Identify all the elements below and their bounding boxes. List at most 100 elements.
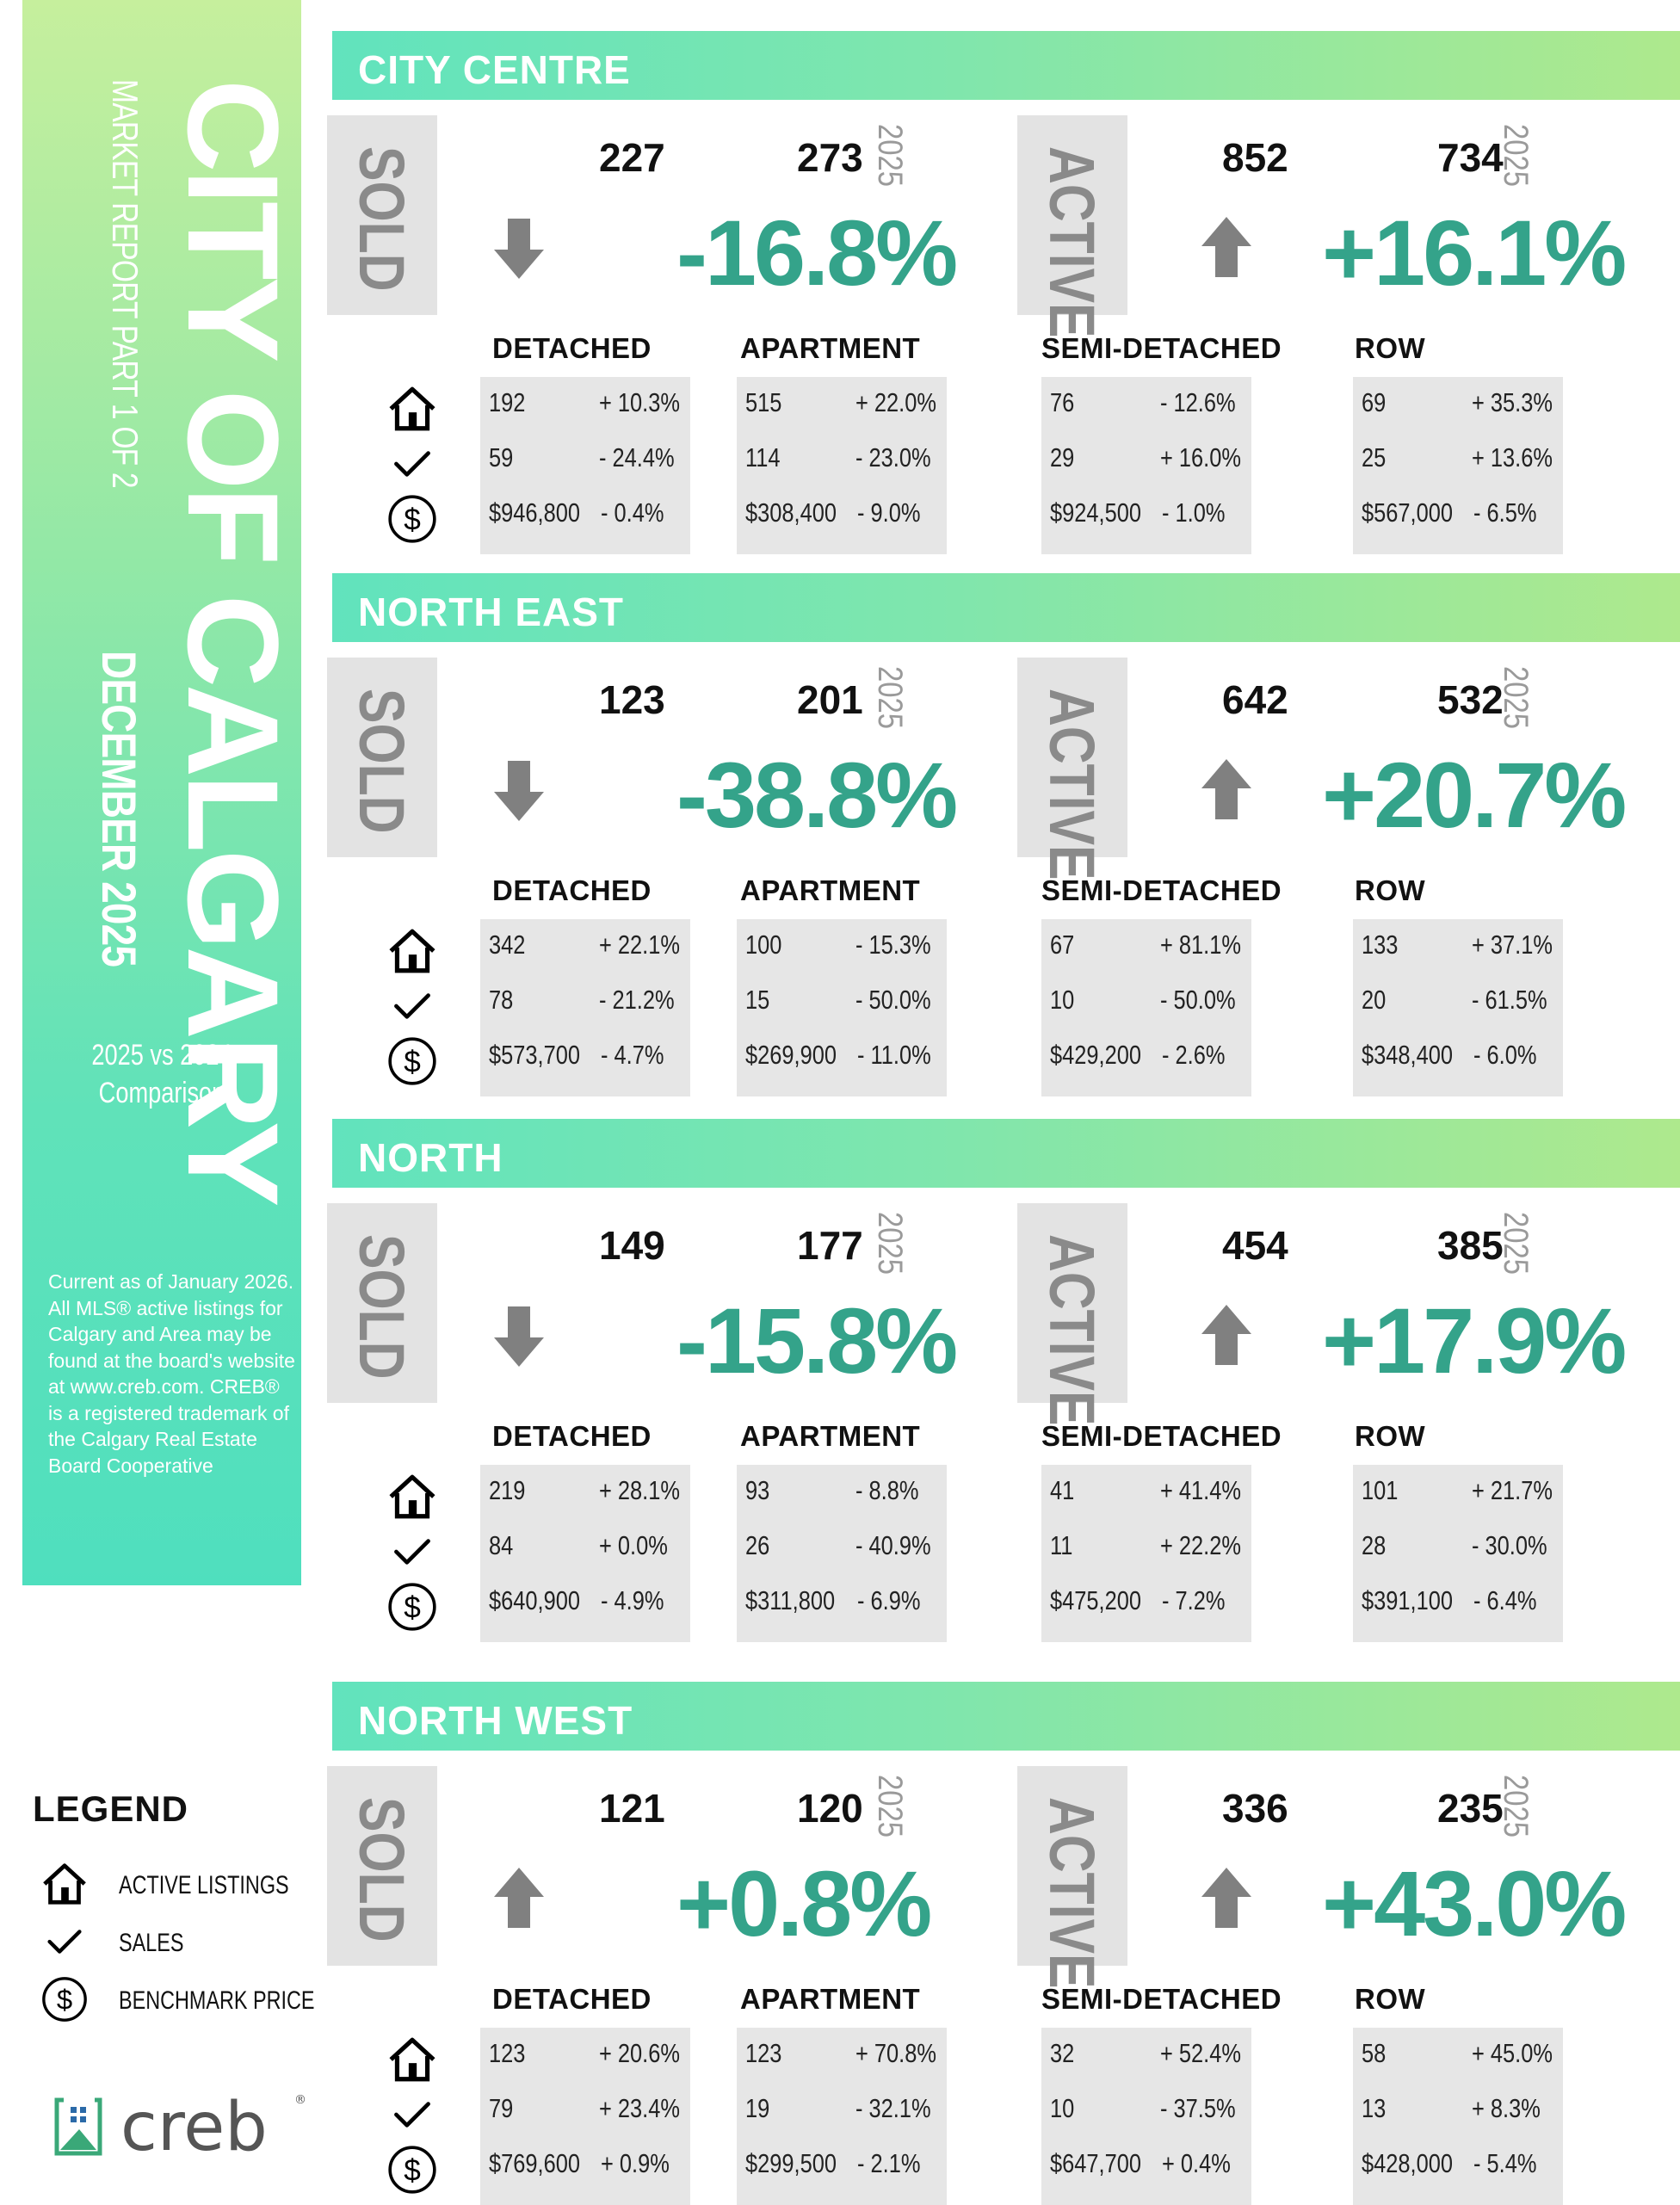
active-year-current: 2025 xyxy=(1497,124,1535,187)
benchmark-price-change: - 4.9% xyxy=(601,1585,664,1615)
checkmark-icon xyxy=(394,451,430,477)
active-count-2025: 454 xyxy=(1222,1223,1288,1268)
comparison-label: 2025 vs 2024 Comparison xyxy=(22,1036,301,1112)
active-label-box: ACTIVE xyxy=(1017,115,1127,338)
report-title: CITY OF CALGARY xyxy=(161,79,306,1204)
sales-value: 19 xyxy=(745,2093,770,2123)
benchmark-price-change: - 7.2% xyxy=(1162,1585,1226,1615)
sales-value: 10 xyxy=(1050,985,1075,1015)
benchmark-price-value: $769,600 xyxy=(489,2148,581,2178)
active-listings-change: - 8.8% xyxy=(855,1475,919,1505)
active-arrow-icon xyxy=(1201,759,1251,819)
benchmark-price-value: $475,200 xyxy=(1050,1585,1142,1615)
sales-change: + 13.6% xyxy=(1472,442,1553,472)
sold-change-percent: -16.8% xyxy=(676,201,958,305)
column-header-semi-detached: SEMI-DETACHED xyxy=(1041,874,1282,906)
sold-count-2024: 177 xyxy=(797,1223,863,1268)
benchmark-price-value: $308,400 xyxy=(745,497,837,528)
active-change-percent: +20.7% xyxy=(1322,743,1627,847)
checkmark-icon xyxy=(394,993,430,1019)
column-header-row: ROW xyxy=(1355,1983,1426,2015)
active-label: ACTIVE xyxy=(1036,689,1108,880)
active-count-2025: 336 xyxy=(1222,1786,1288,1831)
benchmark-price-value: $428,000 xyxy=(1362,2148,1454,2178)
benchmark-price-change: - 0.4% xyxy=(601,497,664,528)
benchmark-price-value: $299,500 xyxy=(745,2148,837,2178)
svg-text:$: $ xyxy=(404,503,421,536)
column-header-row: ROW xyxy=(1355,1420,1426,1452)
dollar-icon: $ xyxy=(388,495,436,543)
active-label: ACTIVE xyxy=(1036,146,1108,338)
active-listings-value: 93 xyxy=(745,1475,770,1505)
sold-year-current: 2025 xyxy=(871,666,909,729)
dollar-icon: $ xyxy=(42,1977,87,2022)
active-count-2025: 642 xyxy=(1222,677,1288,722)
sold-change-percent: +0.8% xyxy=(676,1851,932,1955)
sales-value: 25 xyxy=(1362,442,1387,472)
column-header-semi-detached: SEMI-DETACHED xyxy=(1041,1983,1282,2015)
active-listings-change: + 28.1% xyxy=(599,1475,680,1505)
active-listings-value: 69 xyxy=(1362,387,1387,417)
dollar-icon: $ xyxy=(388,1037,436,1085)
column-header-detached: DETACHED xyxy=(492,1983,652,2015)
benchmark-price-change: - 6.5% xyxy=(1473,497,1537,528)
sales-change: + 22.2% xyxy=(1160,1530,1241,1560)
active-label-box: ACTIVE xyxy=(1017,1766,1127,1989)
checkmark-icon xyxy=(394,2102,430,2128)
row-data-box: 133 + 37.1% 20 - 61.5% $348,400 - 6.0% xyxy=(1353,919,1563,1096)
sold-year-current: 2025 xyxy=(871,124,909,187)
active-listings-change: + 22.0% xyxy=(855,387,936,417)
sidebar: CITY OF CALGARY MARKET REPORT PART 1 OF … xyxy=(22,0,306,1585)
active-count-2024: 235 xyxy=(1437,1786,1504,1831)
benchmark-price-value: $567,000 xyxy=(1362,497,1454,528)
sales-change: + 23.4% xyxy=(599,2093,680,2123)
sales-change: + 8.3% xyxy=(1472,2093,1541,2123)
detached-data-box: 342 + 22.1% 78 - 21.2% $573,700 - 4.7% xyxy=(480,919,690,1096)
column-header-apartment: APARTMENT xyxy=(740,332,921,364)
legend: LEGEND ACTIVE LISTINGS SALES $ BENCHMARK… xyxy=(33,1788,317,2032)
sold-label: SOLD xyxy=(346,146,417,292)
semi-detached-data-box: 76 - 12.6% 29 + 16.0% $924,500 - 1.0% xyxy=(1041,377,1251,554)
sold-arrow-icon xyxy=(494,219,544,279)
active-listings-value: 123 xyxy=(745,2038,782,2068)
apartment-data-box: 100 - 15.3% 15 - 50.0% $269,900 - 11.0% xyxy=(737,919,947,1096)
benchmark-price-change: - 6.9% xyxy=(857,1585,921,1615)
creb-logo: creb ® xyxy=(54,2089,306,2166)
active-listings-change: - 12.6% xyxy=(1160,387,1236,417)
active-listings-change: + 52.4% xyxy=(1160,2038,1241,2068)
benchmark-price-change: + 0.4% xyxy=(1162,2148,1231,2178)
sold-count-2025: 149 xyxy=(599,1223,665,1268)
report-subtitle: MARKET REPORT PART 1 OF 2 xyxy=(105,79,145,488)
column-header-detached: DETACHED xyxy=(492,1420,652,1452)
column-header-semi-detached: SEMI-DETACHED xyxy=(1041,1420,1282,1452)
benchmark-price-change: - 11.0% xyxy=(857,1040,931,1070)
active-year-current: 2025 xyxy=(1497,1212,1535,1275)
benchmark-price-value: $946,800 xyxy=(489,497,581,528)
active-listings-change: + 10.3% xyxy=(599,387,680,417)
region-section-north-west: NORTH WEST SOLD 2025 121 2024 120 +0.8% … xyxy=(327,1651,1680,2205)
sales-value: 78 xyxy=(489,985,514,1015)
active-listings-value: 219 xyxy=(489,1475,526,1505)
benchmark-price-value: $269,900 xyxy=(745,1040,837,1070)
benchmark-price-change: + 0.9% xyxy=(601,2148,670,2178)
region-section-city-centre: CITY CENTRE SOLD 2025 227 2024 273 -16.8… xyxy=(327,0,1680,554)
sales-value: 28 xyxy=(1362,1530,1387,1560)
column-header-apartment: APARTMENT xyxy=(740,1983,921,2015)
sales-value: 10 xyxy=(1050,2093,1075,2123)
active-listings-change: + 37.1% xyxy=(1472,930,1553,960)
sales-change: - 50.0% xyxy=(1160,985,1236,1015)
active-listings-change: + 21.7% xyxy=(1472,1475,1553,1505)
sales-value: 59 xyxy=(489,442,514,472)
sales-value: 114 xyxy=(745,442,781,472)
active-change-percent: +43.0% xyxy=(1322,1851,1627,1955)
benchmark-price-value: $640,900 xyxy=(489,1585,581,1615)
sales-value: 26 xyxy=(745,1530,770,1560)
legend-item-active-listings: ACTIVE LISTINGS xyxy=(33,1859,317,1917)
legend-label: ACTIVE LISTINGS xyxy=(119,1871,289,1899)
sold-label: SOLD xyxy=(346,1234,417,1380)
sold-count-2024: 120 xyxy=(797,1786,863,1831)
legend-item-sales: SALES xyxy=(33,1917,317,1974)
svg-text:$: $ xyxy=(404,1590,421,1624)
sold-count-2024: 201 xyxy=(797,677,863,722)
sold-count-2025: 227 xyxy=(599,135,665,180)
